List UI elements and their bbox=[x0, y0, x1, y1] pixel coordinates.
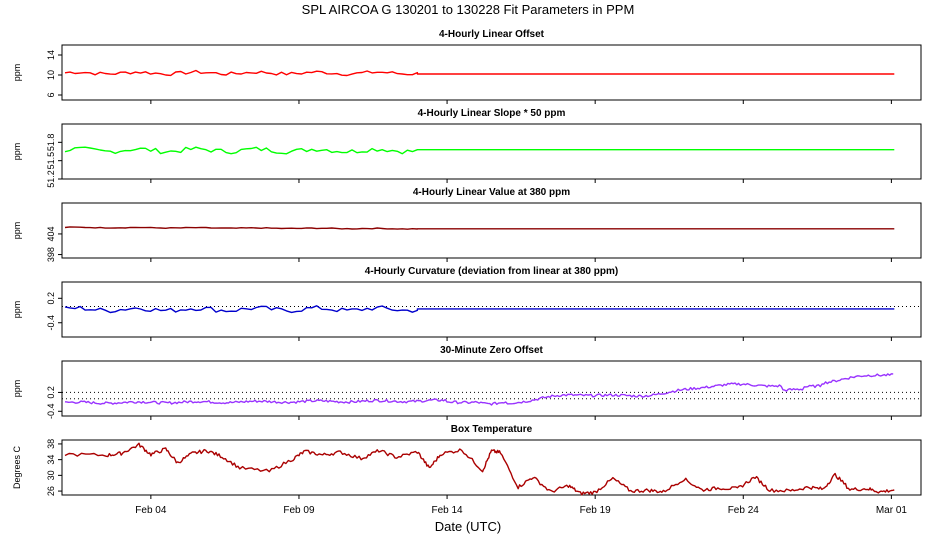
shared-x-axis: Feb 04 Feb 09 Feb 14 Feb 19 Feb 24 Mar 01 bbox=[135, 505, 907, 516]
data-series-line bbox=[64, 146, 895, 155]
panel-title: 4-Hourly Curvature (deviation from linea… bbox=[365, 266, 618, 277]
data-series-line bbox=[64, 373, 894, 406]
chart-panel-4: 4-Hourly Curvature (deviation from linea… bbox=[12, 266, 922, 341]
x-tick-label: Feb 09 bbox=[283, 505, 315, 516]
y-tick-label: -0.4 bbox=[46, 315, 56, 331]
y-tick-label: 51.8 bbox=[46, 134, 56, 152]
panel-frame bbox=[61, 439, 922, 496]
panel-frame bbox=[61, 202, 922, 259]
y-axis-label: Degrees C bbox=[12, 445, 22, 489]
data-series-line bbox=[64, 69, 895, 77]
y-tick-label: 404 bbox=[46, 226, 56, 241]
y-tick-label: 6 bbox=[46, 92, 56, 97]
x-tick-label: Mar 01 bbox=[876, 505, 908, 516]
chart-panel-2: 4-Hourly Linear Slope * 50 ppmppm51.251.… bbox=[12, 108, 922, 188]
y-axis-label: ppm bbox=[12, 143, 22, 161]
chart-panel-5: 30-Minute Zero Offset ppm -0.4 0.2 bbox=[12, 345, 922, 420]
y-tick-label: 398 bbox=[46, 247, 56, 262]
y-tick-label: 34 bbox=[46, 455, 56, 465]
y-axis-label: ppm bbox=[12, 380, 22, 398]
panel-frame bbox=[61, 44, 922, 101]
panel-frame bbox=[61, 281, 922, 338]
y-tick-label: 51.2 bbox=[46, 170, 56, 188]
y-tick-label: 38 bbox=[46, 439, 56, 449]
panel-title: Box Temperature bbox=[451, 424, 533, 435]
chart-panel-3: 4-Hourly Linear Value at 380 ppm ppm 398 40… bbox=[12, 187, 922, 262]
panel-frame bbox=[61, 360, 922, 417]
x-tick-label: Feb 24 bbox=[728, 505, 760, 516]
y-tick-label: 30 bbox=[46, 470, 56, 480]
y-tick-label: 0.2 bbox=[46, 386, 56, 399]
chart-panel-6: Box Temperature Degrees C 26 30 34 38 bbox=[12, 424, 922, 499]
y-tick-label: 14 bbox=[46, 50, 56, 60]
y-tick-label: 51.5 bbox=[46, 152, 56, 170]
y-axis-label: ppm bbox=[12, 222, 22, 240]
x-tick-label: Feb 14 bbox=[431, 505, 463, 516]
y-tick-label: 26 bbox=[46, 486, 56, 496]
chart-panel-1: 4-Hourly Linear Offset ppm 6 10 14 bbox=[12, 29, 922, 104]
y-axis-label: ppm bbox=[12, 64, 22, 82]
panel-frame bbox=[61, 123, 922, 180]
figure-title: SPL AIRCOA G 130201 to 130228 Fit Parame… bbox=[302, 2, 635, 17]
data-series-line bbox=[64, 226, 895, 230]
panel-title: 4-Hourly Linear Offset bbox=[439, 29, 545, 40]
data-series-line bbox=[64, 442, 895, 496]
y-tick-label: 0.2 bbox=[46, 292, 56, 305]
x-axis-label: Date (UTC) bbox=[435, 519, 501, 534]
panel-title: 4-Hourly Linear Value at 380 ppm bbox=[413, 187, 570, 198]
x-tick-label: Feb 19 bbox=[580, 505, 612, 516]
y-axis-label: ppm bbox=[12, 301, 22, 319]
y-tick-label: -0.4 bbox=[46, 404, 56, 420]
x-tick-label: Feb 04 bbox=[135, 505, 167, 516]
panel-title: 30-Minute Zero Offset bbox=[440, 345, 543, 356]
panel-title: 4-Hourly Linear Slope * 50 ppm bbox=[418, 108, 566, 119]
y-tick-label: 10 bbox=[46, 70, 56, 80]
data-series-line bbox=[64, 305, 895, 314]
